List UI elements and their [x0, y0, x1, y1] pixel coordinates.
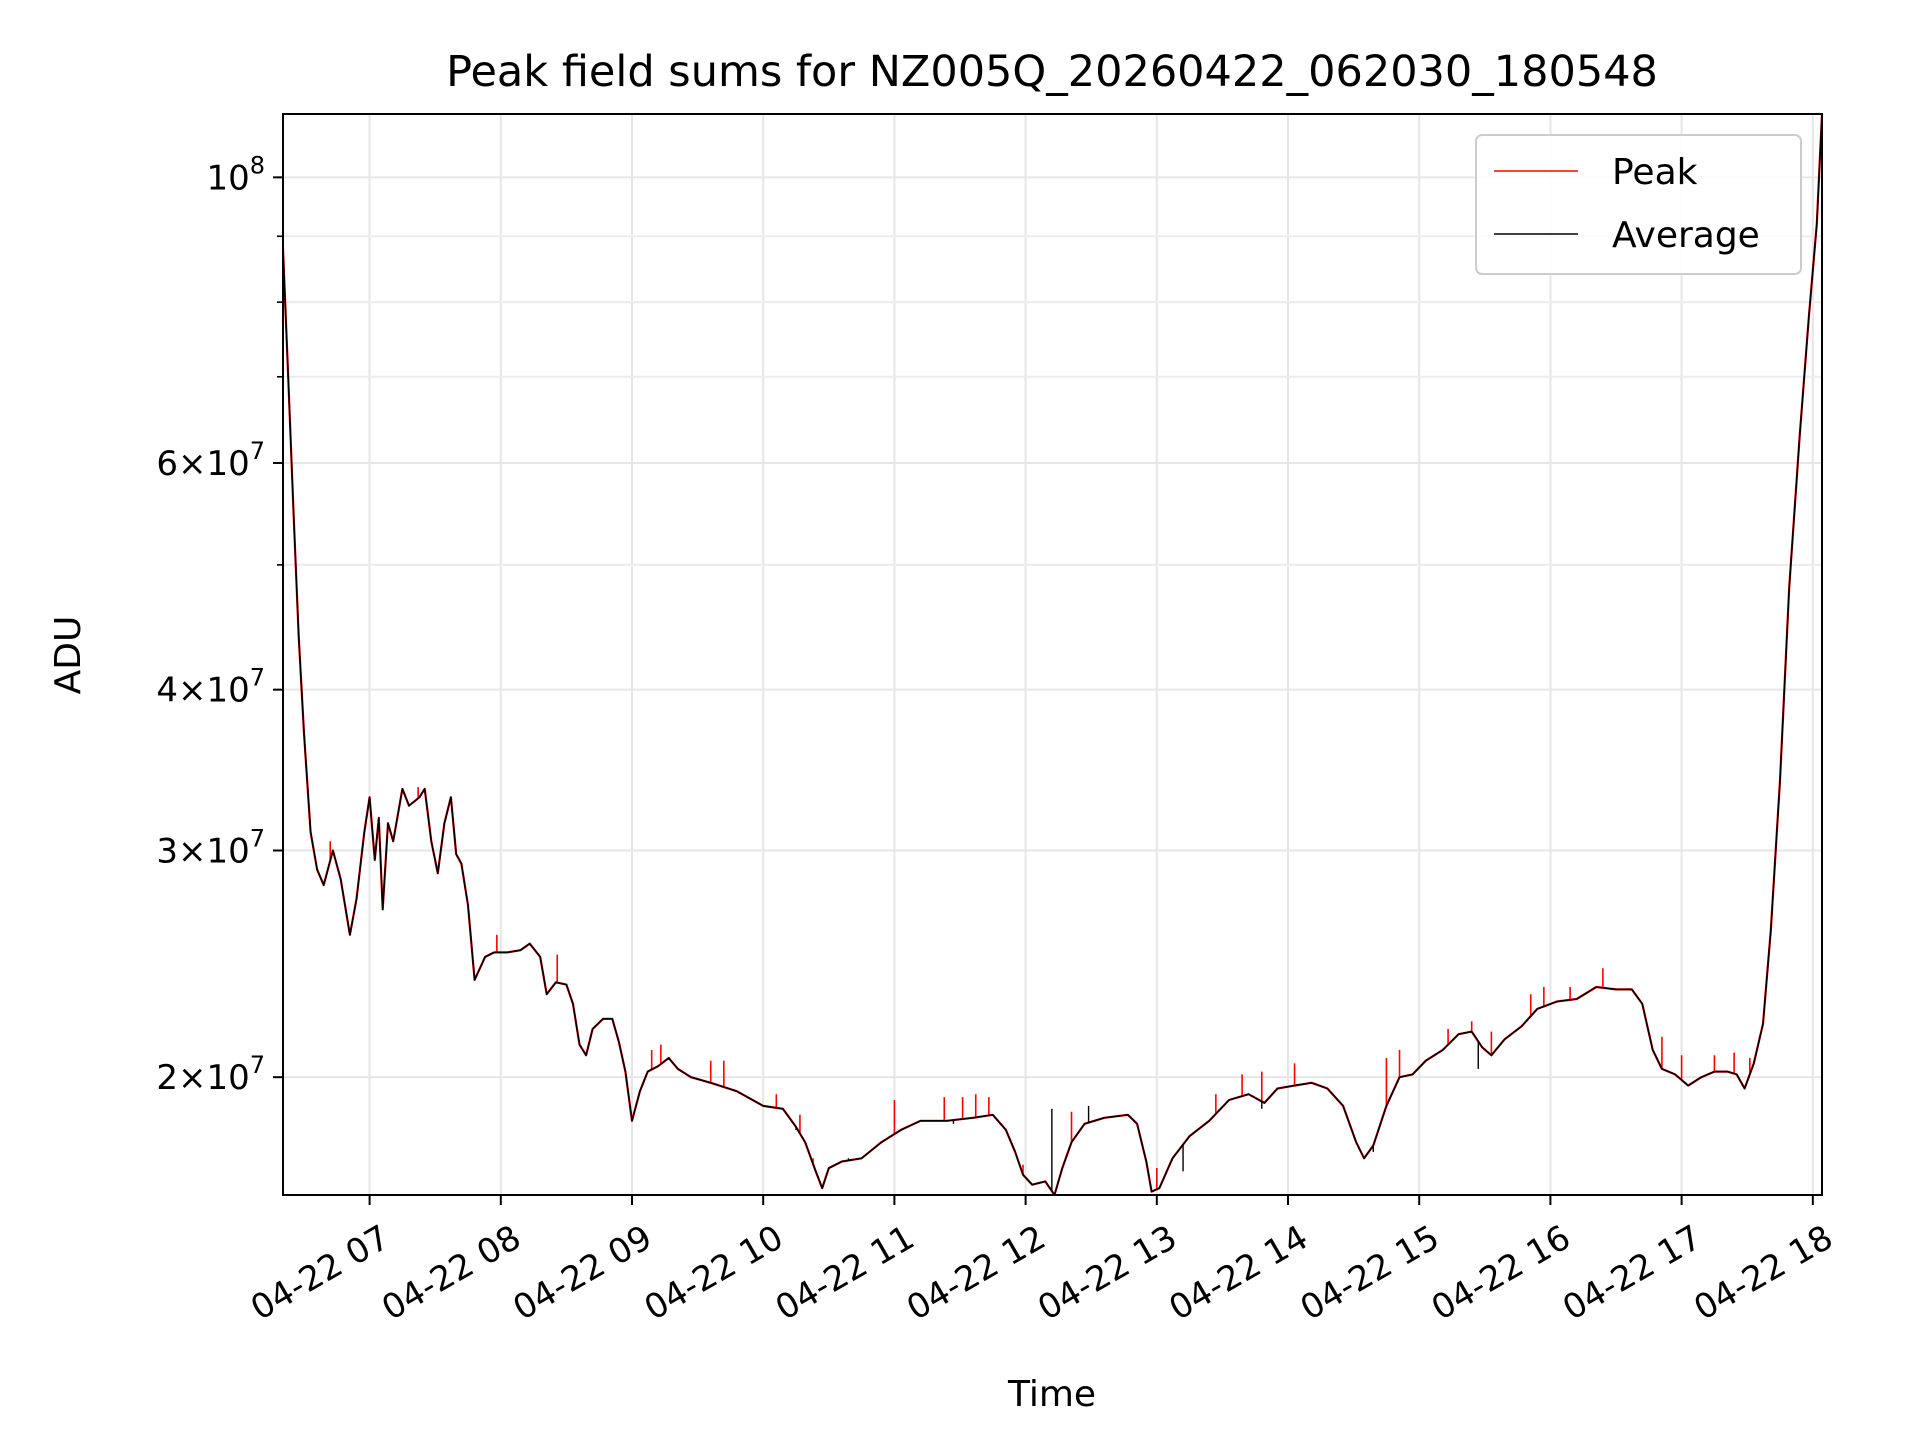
series-layer [281, 113, 1824, 1197]
x-axis-label: Time [1007, 1374, 1096, 1415]
plot-frame [282, 113, 1823, 1196]
legend-label-peak: Peak [1612, 152, 1698, 193]
y-tick-label: 108 [206, 151, 265, 198]
y-axis-label: ADU [48, 616, 89, 695]
legend: Peak Average [1475, 134, 1802, 275]
y-tick-label: 2×107 [156, 1051, 265, 1098]
chart-title: Peak field sums for NZ005Q_20260422_0620… [446, 47, 1658, 97]
series-line-average [282, 113, 1823, 1196]
y-axis: 2×107 3×107 4×107 6×107 108 [156, 151, 283, 1098]
legend-box [1475, 134, 1802, 275]
y-tick-label: 4×107 [156, 664, 265, 711]
y-tick-label: 3×107 [156, 824, 265, 871]
grid [283, 114, 1822, 1195]
y-tick-label: 6×107 [156, 437, 265, 484]
legend-label-average: Average [1612, 215, 1760, 256]
